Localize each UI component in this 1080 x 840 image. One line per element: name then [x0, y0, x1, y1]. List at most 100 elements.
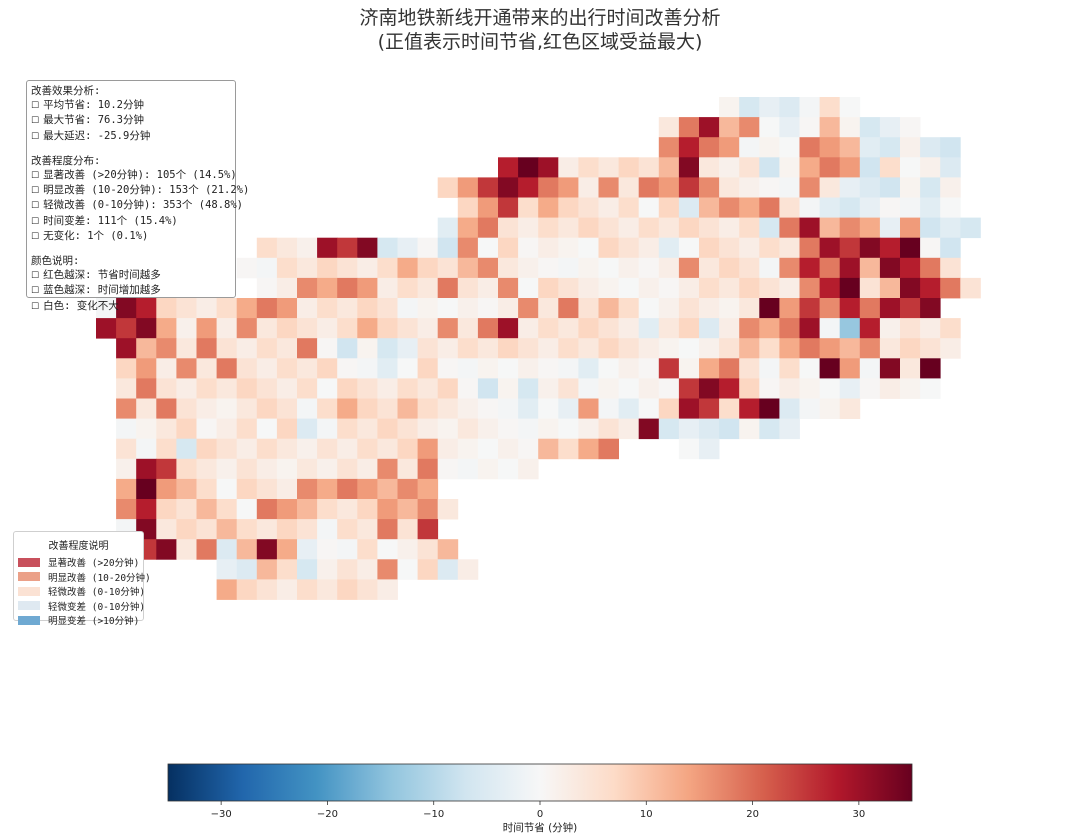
grid-cell	[256, 438, 278, 460]
grid-cell	[779, 338, 800, 359]
grid-cell	[377, 458, 398, 480]
grid-cell	[859, 137, 881, 158]
grid-cell	[638, 217, 660, 239]
grid-cell	[739, 378, 760, 399]
grid-cell	[538, 378, 559, 399]
grid-cell	[779, 177, 800, 198]
grid-cell	[256, 338, 278, 359]
grid-cell	[236, 539, 258, 560]
grid-cell	[940, 318, 961, 339]
grid-cell	[176, 499, 197, 520]
grid-cell	[357, 438, 378, 460]
grid-cell	[839, 97, 861, 118]
grid-cell	[759, 418, 780, 440]
grid-cell	[719, 298, 740, 319]
grid-cell	[477, 318, 499, 339]
grid-cell	[618, 257, 640, 279]
grid-cell	[558, 217, 579, 239]
grid-cell	[216, 438, 238, 460]
colorbar-gradient	[167, 763, 913, 802]
grid-cell	[638, 418, 660, 440]
grid-cell	[538, 438, 559, 460]
grid-cell	[297, 277, 318, 299]
grid-cell	[337, 438, 358, 460]
grid-cell	[658, 338, 680, 359]
grid-cell	[116, 378, 137, 399]
grid-cell	[538, 338, 559, 359]
grid-cell	[417, 418, 439, 440]
grid-cell	[658, 237, 680, 259]
grid-cell	[518, 378, 539, 399]
grid-cell	[658, 398, 680, 419]
grid-cell	[859, 298, 881, 319]
grid-cell	[437, 418, 459, 440]
grid-cell	[156, 418, 177, 440]
grid-cell	[397, 478, 418, 500]
grid-cell	[759, 137, 780, 158]
grid-cell	[719, 398, 740, 419]
grid-cell	[136, 318, 157, 339]
grid-cell	[678, 318, 700, 339]
grid-cell	[498, 217, 519, 239]
grid-cell	[779, 197, 800, 218]
grid-cell	[759, 197, 780, 218]
grid-cell	[558, 197, 579, 218]
grid-cell	[337, 358, 358, 379]
grid-cell	[397, 358, 418, 379]
grid-cell	[156, 519, 177, 540]
info-dist-moderate: 明显改善 (10-20分钟): 153个 (21.2%)	[31, 183, 249, 198]
grid-cell	[317, 277, 338, 299]
grid-cell	[417, 257, 439, 279]
grid-cell	[357, 318, 378, 339]
legend-swatch	[18, 601, 40, 611]
grid-cell	[236, 378, 258, 399]
grid-cell	[216, 579, 238, 600]
grid-cell	[417, 277, 439, 299]
grid-cell	[719, 318, 740, 339]
grid-cell	[859, 378, 881, 399]
grid-cell	[317, 418, 338, 440]
grid-cell	[477, 237, 499, 259]
grid-cell	[96, 318, 117, 339]
grid-cell	[498, 298, 519, 319]
grid-cell	[538, 298, 559, 319]
grid-cell	[256, 478, 278, 500]
grid-cell	[638, 338, 660, 359]
grid-cell	[116, 338, 137, 359]
grid-cell	[900, 298, 921, 319]
grid-cell	[417, 318, 439, 339]
grid-cell	[397, 277, 418, 299]
grid-cell	[658, 177, 680, 198]
grid-cell	[518, 217, 539, 239]
grid-cell	[357, 338, 378, 359]
grid-cell	[839, 217, 861, 239]
grid-cell	[839, 117, 861, 138]
grid-cell	[678, 137, 700, 158]
grid-cell	[859, 257, 881, 279]
grid-cell	[498, 398, 519, 419]
grid-cell	[940, 157, 961, 178]
grid-cell	[859, 237, 881, 259]
grid-cell	[859, 177, 881, 198]
grid-cell	[317, 338, 338, 359]
grid-cell	[357, 539, 378, 560]
grid-cell	[578, 338, 599, 359]
grid-cell	[739, 157, 760, 178]
grid-cell	[779, 217, 800, 239]
grid-cell	[618, 298, 640, 319]
grid-cell	[558, 177, 579, 198]
grid-cell	[477, 378, 499, 399]
grid-cell	[759, 97, 780, 118]
grid-cell	[719, 378, 740, 399]
grid-cell	[900, 318, 921, 339]
grid-cell	[256, 559, 278, 580]
grid-cell	[779, 157, 800, 178]
grid-cell	[658, 257, 680, 279]
grid-cell	[457, 318, 479, 339]
grid-cell	[498, 458, 519, 480]
grid-cell	[638, 157, 660, 178]
grid-cell	[297, 458, 318, 480]
grid-cell	[276, 277, 298, 299]
grid-cell	[156, 478, 177, 500]
grid-cell	[518, 338, 539, 359]
